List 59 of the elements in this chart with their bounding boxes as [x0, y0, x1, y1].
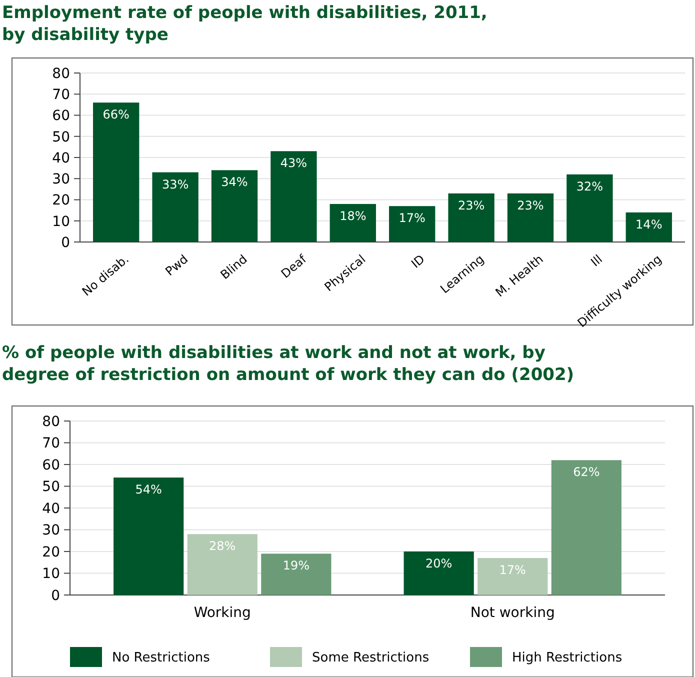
data-label: 19%	[282, 558, 310, 573]
chart-title: Employment rate of people with disabilities, 2011, by disability type	[2, 3, 488, 45]
y-tick-label: 30	[42, 522, 60, 539]
y-tick-label: 40	[42, 500, 60, 517]
data-label: 33%	[162, 177, 189, 192]
legend-label: High Restrictions	[512, 650, 622, 666]
y-tick-label: 30	[52, 172, 70, 188]
y-tick-label: 60	[42, 457, 60, 474]
data-label: 20%	[425, 556, 452, 570]
data-label: 32%	[576, 179, 604, 194]
data-label: 23%	[517, 198, 544, 212]
data-label: 18%	[340, 208, 366, 223]
y-tick-label: 20	[52, 192, 70, 209]
bar	[478, 558, 548, 595]
y-tick-label: 0	[51, 588, 60, 604]
data-label: 23%	[458, 198, 485, 212]
data-label: 17%	[398, 211, 426, 226]
x-tick-label: Ill	[588, 252, 606, 270]
bar	[211, 170, 258, 242]
x-tick-label: Not working	[470, 605, 555, 621]
bar	[93, 102, 140, 242]
bar	[270, 151, 317, 242]
y-tick-label: 0	[61, 234, 70, 251]
y-tick-label: 60	[52, 108, 70, 124]
chart-title: % of people with disabilities at work and not at work, by degree of restriction on amount of work they can do (2002)	[2, 343, 574, 385]
legend-label: Some Restrictions	[312, 650, 430, 666]
y-tick-label: 80	[52, 66, 70, 82]
data-label: 62%	[573, 465, 600, 480]
y-tick-label: 50	[52, 129, 70, 146]
bar	[152, 172, 198, 242]
bar	[389, 206, 436, 242]
x-tick-label: Working	[194, 605, 251, 621]
bar	[330, 204, 376, 242]
bar	[626, 212, 672, 242]
y-tick-label: 10	[52, 214, 70, 230]
bar	[114, 478, 184, 595]
bar	[566, 174, 613, 242]
bar	[404, 552, 474, 595]
bar	[448, 193, 494, 242]
y-tick-label: 40	[52, 150, 70, 166]
data-label: 66%	[102, 108, 130, 122]
bar	[261, 554, 332, 595]
y-tick-label: 70	[52, 87, 70, 104]
y-tick-label: 20	[42, 544, 60, 560]
bar	[551, 460, 622, 595]
data-label: 28%	[209, 539, 236, 554]
legend-label: No Restrictions	[112, 650, 210, 666]
y-tick-label: 10	[42, 566, 60, 582]
data-label: 43%	[280, 156, 308, 170]
y-tick-label: 70	[42, 436, 60, 452]
bar	[507, 193, 554, 242]
bar	[187, 534, 258, 595]
data-label: 34%	[221, 175, 248, 190]
data-label: 54%	[135, 482, 162, 497]
y-tick-label: 80	[42, 414, 60, 430]
x-tick-label: ID	[408, 252, 428, 271]
data-label: 17%	[499, 563, 526, 578]
data-label: 14%	[636, 217, 662, 232]
y-tick-label: 50	[42, 479, 60, 496]
